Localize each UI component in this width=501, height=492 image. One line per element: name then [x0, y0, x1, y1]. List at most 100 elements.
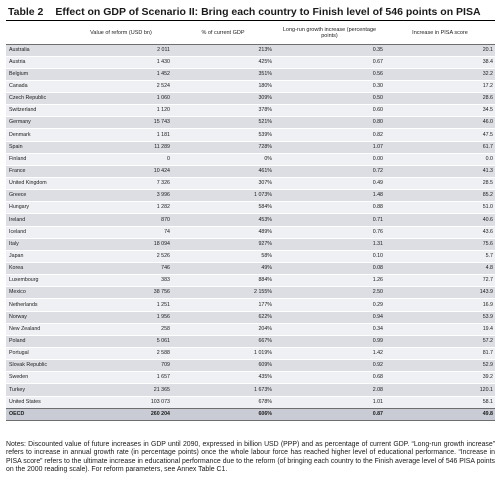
table-row: Canada 2 524 180% 0.30 17.2 [6, 79, 495, 93]
value-of-reform-cell: 10 424 [70, 164, 172, 178]
table-row: Norway 1 956 622% 0.94 53.9 [6, 310, 495, 324]
pct-gdp-cell: 728% [172, 140, 274, 154]
pct-gdp-cell: 609% [172, 359, 274, 372]
pisa-increase-cell: 41.3 [385, 164, 495, 178]
header-row: Value of reform (USD bn) % of current GD… [6, 22, 495, 45]
table-number: Table 2 [8, 5, 44, 18]
table-row: Spain 11 289 728% 1.07 61.7 [6, 140, 495, 154]
table-row: Sweden 1 657 435% 0.68 39.2 [6, 371, 495, 384]
pisa-increase-cell: 40.6 [385, 213, 495, 227]
value-of-reform-cell: 74 [70, 225, 172, 239]
table-row: Finland 0 0% 0.00 0.0 [6, 152, 495, 166]
growth-increase-cell: 0.99 [274, 334, 385, 348]
pct-gdp-cell: 435% [172, 371, 274, 384]
country-cell: Germany [6, 116, 70, 129]
growth-increase-cell: 1.01 [274, 395, 385, 409]
header-value-of-reform: Value of reform (USD bn) [70, 22, 172, 45]
country-cell: Australia [6, 43, 70, 57]
growth-increase-cell: 0.30 [274, 79, 385, 93]
pct-gdp-cell: 177% [172, 298, 274, 312]
growth-increase-cell: 0.34 [274, 322, 385, 336]
growth-increase-cell: 0.82 [274, 128, 385, 142]
country-cell: Mexico [6, 286, 70, 299]
pisa-increase-cell: 4.8 [385, 262, 495, 275]
growth-increase-cell: 1.26 [274, 274, 385, 287]
country-cell: Belgium [6, 67, 70, 81]
header-pisa-increase: Increase in PISA score [385, 22, 495, 45]
pisa-increase-cell: 19.4 [385, 322, 495, 336]
country-cell: Netherlands [6, 298, 70, 312]
pisa-increase-cell: 32.2 [385, 67, 495, 81]
pisa-increase-cell: 38.4 [385, 55, 495, 69]
growth-increase-cell: 0.80 [274, 116, 385, 129]
pct-gdp-cell: 58% [172, 249, 274, 263]
pisa-increase-cell: 39.2 [385, 371, 495, 384]
pisa-increase-cell: 51.0 [385, 201, 495, 214]
country-cell: Poland [6, 334, 70, 348]
growth-increase-cell: 0.92 [274, 359, 385, 372]
table-row: Germany 15 743 521% 0.80 46.0 [6, 116, 495, 129]
value-of-reform-cell: 2 588 [70, 347, 172, 360]
growth-increase-cell: 2.50 [274, 286, 385, 299]
country-cell: Slovak Republic [6, 359, 70, 372]
value-of-reform-cell: 5 061 [70, 334, 172, 348]
pisa-increase-cell: 53.9 [385, 310, 495, 324]
country-cell: United Kingdom [6, 177, 70, 190]
country-cell: Czech Republic [6, 92, 70, 105]
pisa-increase-cell: 28.5 [385, 177, 495, 190]
country-cell: Iceland [6, 225, 70, 239]
table-caption: Effect on GDP of Scenario II: Bring each… [55, 5, 481, 18]
value-of-reform-cell: 1 120 [70, 104, 172, 117]
pisa-increase-cell: 57.2 [385, 334, 495, 348]
value-of-reform-cell: 11 289 [70, 140, 172, 154]
table-row: Korea 746 49% 0.08 4.8 [6, 262, 495, 275]
pct-gdp-cell: 667% [172, 334, 274, 348]
header-growth-increase: Long-run growth increase (percentage poi… [274, 22, 385, 45]
value-of-reform-cell: 1 282 [70, 201, 172, 214]
table-row: United States 103 073 678% 1.01 58.1 [6, 395, 495, 409]
country-cell: Ireland [6, 213, 70, 227]
value-of-reform-cell: 1 452 [70, 67, 172, 81]
table-row: Denmark 1 181 539% 0.82 47.5 [6, 128, 495, 142]
country-cell: Japan [6, 249, 70, 263]
table-row: Ireland 870 453% 0.71 40.6 [6, 213, 495, 227]
pct-gdp-cell: 1 673% [172, 383, 274, 397]
pct-gdp-cell: 180% [172, 79, 274, 93]
country-cell: Portugal [6, 347, 70, 360]
pisa-increase-cell: 0.0 [385, 152, 495, 166]
table-row: Portugal 2 588 1 019% 1.42 81.7 [6, 347, 495, 360]
growth-increase-cell: 0.49 [274, 177, 385, 190]
table-row: Luxembourg 383 884% 1.26 72.7 [6, 274, 495, 287]
table-row: Hungary 1 282 584% 0.88 51.0 [6, 201, 495, 214]
value-of-reform-cell: 1 430 [70, 55, 172, 69]
gdp-effect-table: Value of reform (USD bn) % of current GD… [6, 22, 495, 421]
table-row: Netherlands 1 251 177% 0.29 16.9 [6, 298, 495, 312]
country-cell: Austria [6, 55, 70, 69]
pisa-increase-cell: 52.9 [385, 359, 495, 372]
table-row: Slovak Republic 709 609% 0.92 52.9 [6, 359, 495, 372]
growth-increase-cell: 0.87 [274, 407, 385, 421]
growth-increase-cell: 0.00 [274, 152, 385, 166]
pisa-increase-cell: 28.6 [385, 92, 495, 105]
table-row: Australia 2 011 213% 0.35 20.1 [6, 43, 495, 57]
country-cell: Canada [6, 79, 70, 93]
pisa-increase-cell: 49.8 [385, 407, 495, 421]
country-cell: Hungary [6, 201, 70, 214]
value-of-reform-cell: 3 996 [70, 189, 172, 202]
table-row: Turkey 21 365 1 673% 2.08 120.1 [6, 383, 495, 397]
table-body: Australia 2 011 213% 0.35 20.1 Austria 1 430 42… [6, 43, 495, 421]
table-row: France 10 424 461% 0.72 41.3 [6, 164, 495, 178]
pct-gdp-cell: 461% [172, 164, 274, 178]
table-row: Greece 3 996 1 073% 1.48 85.2 [6, 189, 495, 202]
pct-gdp-cell: 678% [172, 395, 274, 409]
country-cell: Norway [6, 310, 70, 324]
pct-gdp-cell: 49% [172, 262, 274, 275]
pisa-increase-cell: 85.2 [385, 189, 495, 202]
pisa-increase-cell: 46.0 [385, 116, 495, 129]
country-cell: Spain [6, 140, 70, 154]
value-of-reform-cell: 21 365 [70, 383, 172, 397]
growth-increase-cell: 1.07 [274, 140, 385, 154]
pct-gdp-cell: 204% [172, 322, 274, 336]
value-of-reform-cell: 38 756 [70, 286, 172, 299]
growth-increase-cell: 0.76 [274, 225, 385, 239]
